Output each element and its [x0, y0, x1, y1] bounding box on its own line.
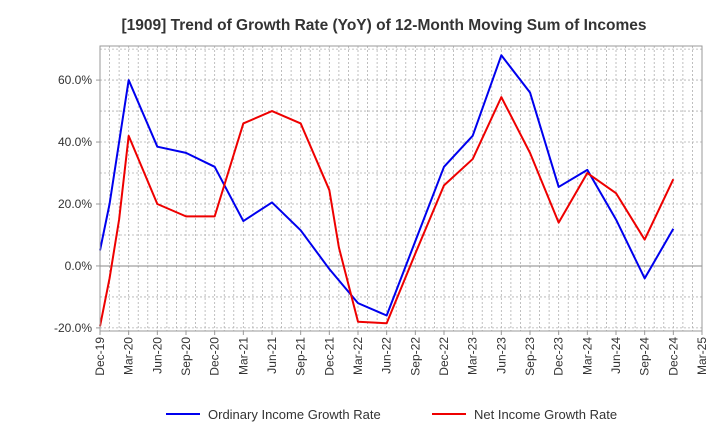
plot-frame: [99, 45, 703, 332]
y-tick-label: 0.0%: [65, 259, 93, 273]
x-tick-label: Mar-25: [695, 337, 709, 375]
net-income-growth-line: [99, 96, 675, 327]
x-tick-label: Jun-21: [265, 337, 279, 374]
legend: Ordinary Income Growth Rate Net Income G…: [166, 407, 617, 422]
x-tick-label: Mar-24: [580, 337, 594, 375]
x-tick-label: Sep-22: [408, 337, 422, 376]
x-tick-label: Sep-20: [179, 337, 193, 376]
x-tick-label: Mar-20: [122, 337, 136, 375]
x-tick-label: Mar-22: [351, 337, 365, 375]
y-tick-label: 60.0%: [58, 73, 92, 87]
y-tick-label: -20.0%: [54, 321, 92, 335]
x-tick-label: Mar-21: [236, 337, 250, 375]
plot-border: [99, 45, 703, 332]
chart-title: [1909] Trend of Growth Rate (YoY) of 12-…: [121, 17, 646, 34]
x-axis-ticks: Dec-19 Mar-20 Jun-20 Sep-20 Dec-20 Mar-21 Jun-…: [93, 331, 709, 376]
x-tick-label: Dec-22: [437, 337, 451, 376]
x-tick-label: Dec-23: [552, 337, 566, 376]
series-lines: [99, 54, 675, 327]
ordinary-income-growth-line: [99, 54, 675, 317]
plot-background: [100, 46, 702, 331]
x-tick-label: Dec-20: [208, 337, 222, 376]
x-tick-label: Sep-21: [294, 337, 308, 376]
y-tick-label: 20.0%: [58, 197, 92, 211]
y-axis-ticks: 60.0% 40.0% 20.0% 0.0% -20.0%: [54, 73, 100, 335]
legend-label-net-income: Net Income Growth Rate: [474, 407, 617, 422]
y-tick-label: 40.0%: [58, 135, 92, 149]
x-tick-label: Dec-21: [322, 337, 336, 376]
x-tick-label: Jun-23: [494, 337, 508, 374]
x-tick-label: Sep-24: [638, 337, 652, 376]
x-tick-label: Sep-23: [523, 337, 537, 376]
legend-label-ordinary-income: Ordinary Income Growth Rate: [208, 407, 381, 422]
x-tick-label: Jun-22: [380, 337, 394, 374]
plot-area: [100, 46, 702, 331]
x-tick-label: Dec-24: [666, 337, 680, 376]
x-tick-label: Jun-24: [609, 337, 623, 374]
x-tick-label: Jun-20: [150, 337, 164, 374]
grid-lines: [100, 46, 702, 331]
x-tick-label: Mar-23: [466, 337, 480, 375]
x-tick-label: Dec-19: [93, 337, 107, 376]
